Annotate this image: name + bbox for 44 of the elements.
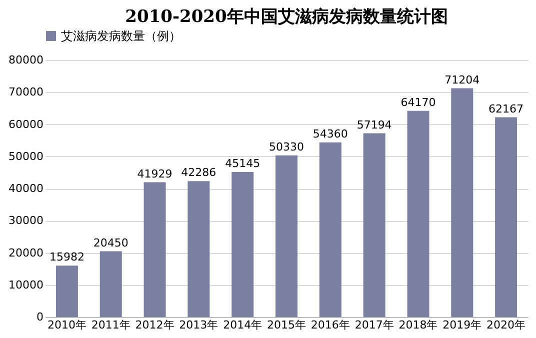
y-tick-label: 30000 xyxy=(8,214,44,228)
bar xyxy=(276,155,298,317)
data-label: 57194 xyxy=(356,118,392,132)
x-tick-label: 2020年 xyxy=(486,318,526,332)
x-tick-label: 2016年 xyxy=(310,318,350,332)
x-tick-label: 2019年 xyxy=(442,318,482,332)
data-label: 71204 xyxy=(444,73,480,86)
data-label: 41929 xyxy=(137,167,172,180)
data-label: 42286 xyxy=(181,166,216,180)
data-label: 50330 xyxy=(269,140,304,154)
bar xyxy=(144,182,166,317)
legend-label: 艾滋病发病数量（例） xyxy=(61,29,181,43)
x-tick-label: 2018年 xyxy=(398,318,438,332)
y-tick-label: 50000 xyxy=(8,150,44,163)
y-tick-label: 10000 xyxy=(8,278,44,292)
x-tick-label: 2012年 xyxy=(135,318,174,332)
bar xyxy=(319,142,342,317)
bar xyxy=(407,110,430,317)
bar xyxy=(232,172,254,317)
bar xyxy=(363,133,386,317)
bar xyxy=(56,266,78,317)
y-tick-label: 0 xyxy=(36,310,44,324)
chart-title: 2010-2020年中国艾滋病发病数量统计图 xyxy=(125,7,448,27)
x-tick-label: 2011年 xyxy=(91,318,130,332)
x-tick-label: 2017年 xyxy=(354,318,394,332)
data-label: 45145 xyxy=(225,156,260,170)
y-tick-label: 70000 xyxy=(8,86,44,99)
bar xyxy=(451,88,474,317)
data-label: 54360 xyxy=(312,127,348,140)
y-tick-label: 40000 xyxy=(8,182,44,195)
y-tick-label: 60000 xyxy=(8,118,44,131)
data-label: 20450 xyxy=(93,236,128,250)
x-tick-label: 2013年 xyxy=(179,318,218,332)
data-label: 64170 xyxy=(400,96,436,109)
x-tick-label: 2014年 xyxy=(223,318,262,332)
bar xyxy=(188,181,210,317)
data-label: 15982 xyxy=(49,250,84,264)
y-tick-label: 80000 xyxy=(8,54,44,66)
x-tick-label: 2010年 xyxy=(47,318,86,332)
bar xyxy=(100,251,122,317)
y-tick-label: 20000 xyxy=(8,246,44,260)
data-label: 62167 xyxy=(488,102,524,116)
x-tick-label: 2015年 xyxy=(267,318,306,332)
bar xyxy=(495,117,518,317)
